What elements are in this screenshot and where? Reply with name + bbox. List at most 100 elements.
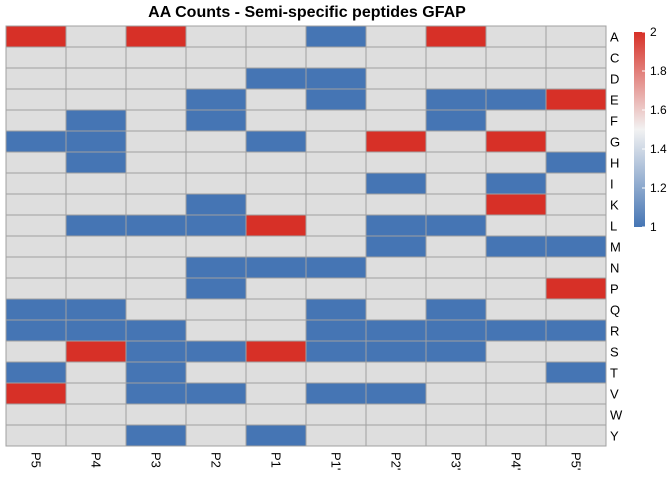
heatmap-cell-P-P5' (545, 277, 607, 300)
heatmap-cell-W-P3 (125, 403, 187, 426)
heatmap-cell-Y-P1' (305, 424, 367, 447)
heatmap-cell-C-P1 (245, 46, 307, 69)
heatmap-cell-I-P4 (65, 172, 127, 195)
heatmap-cell-Y-P3 (125, 424, 187, 447)
heatmap-cell-T-P4' (485, 361, 547, 384)
row-label-D: D (610, 72, 619, 87)
heatmap-cell-A-P5' (545, 25, 607, 48)
column-label-P3: P3 (149, 452, 164, 468)
heatmap-cell-F-P2' (365, 109, 427, 132)
heatmap-cell-L-P2 (185, 214, 247, 237)
heatmap-cell-T-P2' (365, 361, 427, 384)
heatmap-cell-V-P4 (65, 382, 127, 405)
legend-tick-label-0: 1 (650, 220, 657, 234)
heatmap-cell-P-P3 (125, 277, 187, 300)
heatmap-cell-Q-P1 (245, 298, 307, 321)
heatmap-cell-Q-P2 (185, 298, 247, 321)
row-label-V: V (610, 387, 619, 402)
heatmap-cell-N-P5' (545, 256, 607, 279)
heatmap-cell-G-P5 (5, 130, 67, 153)
row-label-Y: Y (610, 429, 619, 444)
heatmap-cell-S-P2 (185, 340, 247, 363)
heatmap-cell-Q-P2' (365, 298, 427, 321)
row-label-C: C (610, 51, 619, 66)
heatmap-cell-Y-P4 (65, 424, 127, 447)
heatmap-cell-Q-P3' (425, 298, 487, 321)
heatmap-cell-E-P1' (305, 88, 367, 111)
heatmap-cell-N-P1' (305, 256, 367, 279)
heatmap-cell-F-P5 (5, 109, 67, 132)
heatmap-cell-Y-P5' (545, 424, 607, 447)
heatmap-cell-R-P2 (185, 319, 247, 342)
heatmap-cell-E-P3 (125, 88, 187, 111)
heatmap-cell-W-P4' (485, 403, 547, 426)
heatmap-cell-F-P2 (185, 109, 247, 132)
heatmap-cell-I-P3' (425, 172, 487, 195)
row-label-I: I (610, 177, 614, 192)
row-label-L: L (610, 219, 617, 234)
heatmap-cell-H-P5' (545, 151, 607, 174)
heatmap-cell-F-P1 (245, 109, 307, 132)
heatmap-cell-M-P1' (305, 235, 367, 258)
heatmap-cell-R-P3 (125, 319, 187, 342)
heatmap-cell-Y-P3' (425, 424, 487, 447)
heatmap-cell-N-P3' (425, 256, 487, 279)
heatmap-cell-F-P5' (545, 109, 607, 132)
heatmap-cell-H-P1' (305, 151, 367, 174)
heatmap-cell-P-P2 (185, 277, 247, 300)
column-label-P5': P5' (569, 452, 584, 470)
heatmap-cell-D-P5' (545, 67, 607, 90)
heatmap-cell-N-P2 (185, 256, 247, 279)
heatmap-cell-V-P1 (245, 382, 307, 405)
heatmap-cell-D-P1' (305, 67, 367, 90)
heatmap-cell-M-P5 (5, 235, 67, 258)
heatmap-cell-N-P3 (125, 256, 187, 279)
heatmap-cell-A-P4 (65, 25, 127, 48)
heatmap-cell-Y-P4' (485, 424, 547, 447)
heatmap-cell-H-P1 (245, 151, 307, 174)
legend-tick-label-4: 1.8 (650, 64, 667, 78)
heatmap-cell-P-P3' (425, 277, 487, 300)
heatmap-cell-A-P5 (5, 25, 67, 48)
heatmap-cell-E-P2' (365, 88, 427, 111)
heatmap-cell-K-P2' (365, 193, 427, 216)
heatmap-cell-T-P1 (245, 361, 307, 384)
legend-tick-label-2: 1.4 (650, 142, 667, 156)
heatmap-cell-P-P5 (5, 277, 67, 300)
row-label-E: E (610, 93, 619, 108)
heatmap-cell-S-P1' (305, 340, 367, 363)
heatmap-cell-C-P2 (185, 46, 247, 69)
heatmap-cell-F-P3 (125, 109, 187, 132)
heatmap-cell-L-P1 (245, 214, 307, 237)
heatmap-cell-K-P4 (65, 193, 127, 216)
heatmap-cell-W-P1' (305, 403, 367, 426)
heatmap-cell-W-P2 (185, 403, 247, 426)
heatmap-cell-Q-P4 (65, 298, 127, 321)
heatmap-cell-D-P3' (425, 67, 487, 90)
row-label-Q: Q (610, 303, 620, 318)
heatmap-cell-W-P2' (365, 403, 427, 426)
heatmap-cell-S-P4 (65, 340, 127, 363)
heatmap-cell-S-P3' (425, 340, 487, 363)
heatmap-cell-G-P5' (545, 130, 607, 153)
heatmap-cell-E-P4 (65, 88, 127, 111)
heatmap-cell-H-P4 (65, 151, 127, 174)
heatmap-cell-S-P5' (545, 340, 607, 363)
heatmap-cell-L-P1' (305, 214, 367, 237)
heatmap-cell-K-P3' (425, 193, 487, 216)
legend-tick-label-5: 2 (650, 25, 657, 39)
row-label-N: N (610, 261, 619, 276)
heatmap-cell-V-P2' (365, 382, 427, 405)
heatmap-cell-E-P5' (545, 88, 607, 111)
heatmap-cell-C-P5' (545, 46, 607, 69)
heatmap-cell-L-P4' (485, 214, 547, 237)
heatmap-cell-K-P5 (5, 193, 67, 216)
heatmap-cell-C-P4 (65, 46, 127, 69)
heatmap-cell-D-P4' (485, 67, 547, 90)
heatmap-cell-W-P4 (65, 403, 127, 426)
heatmap-cell-Y-P2' (365, 424, 427, 447)
heatmap-cell-I-P1 (245, 172, 307, 195)
heatmap-cell-A-P3' (425, 25, 487, 48)
heatmap-cell-D-P2 (185, 67, 247, 90)
